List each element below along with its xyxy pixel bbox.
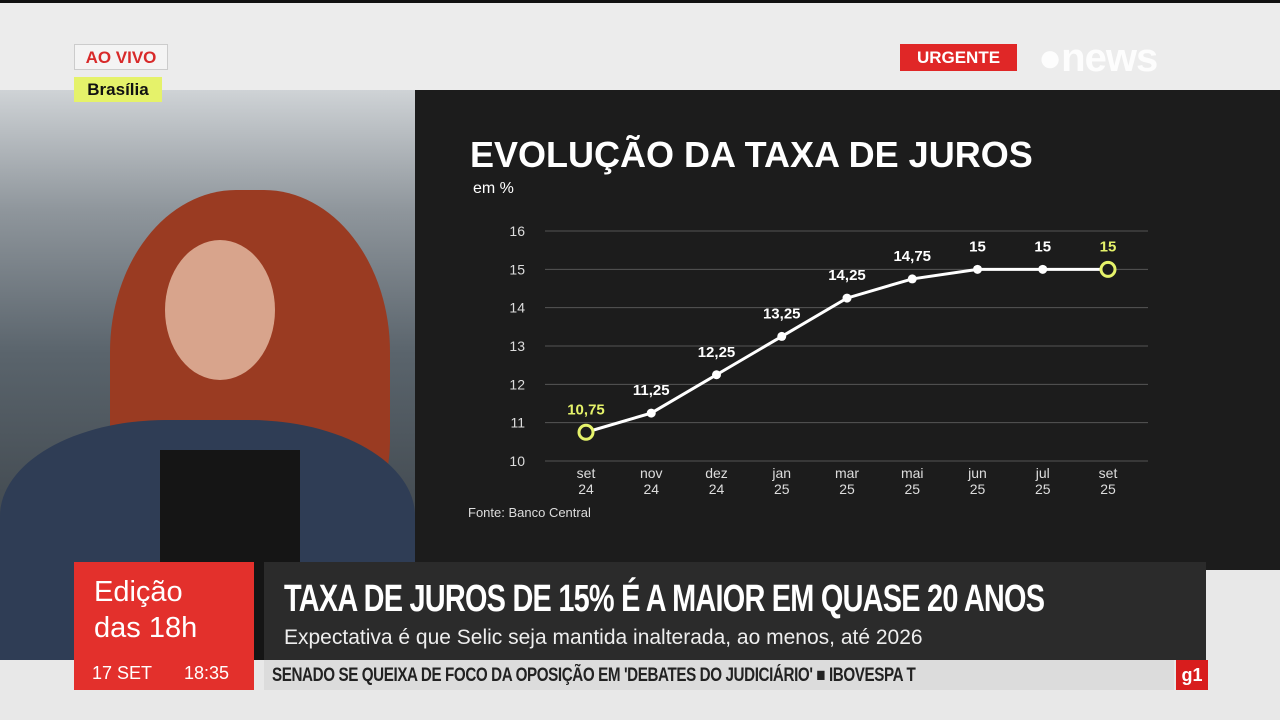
data-label: 14,25 (828, 267, 866, 284)
data-point-highlight (577, 423, 595, 441)
x-tick-label: nov 24 (640, 465, 663, 497)
data-point (777, 331, 787, 341)
top-edge (0, 0, 1280, 3)
data-label: 15 (969, 238, 986, 255)
data-label: 15 (1034, 238, 1051, 255)
data-point (646, 408, 656, 418)
y-tick-label: 12 (509, 376, 525, 392)
globonews-logo: ●news (1038, 36, 1158, 80)
data-point-highlight (1099, 260, 1117, 278)
date: 17 SET (92, 663, 153, 683)
top-bar (0, 0, 1280, 90)
data-label: 15 (1100, 238, 1117, 255)
subheadline: Expectativa é que Selic seja mantida ina… (284, 626, 923, 649)
y-tick-label: 16 (509, 223, 525, 239)
x-tick-label: set 24 (577, 465, 596, 497)
x-tick-label: jan 25 (771, 465, 791, 497)
edition-box: Edição das 18h 17 SET 18:35 (74, 562, 254, 690)
live-badge: AO VIVO (74, 44, 168, 70)
news-ticker: SENADO SE QUEIXA DE FOCO DA OPOSIÇÃO EM … (264, 660, 1174, 690)
data-point (973, 264, 982, 274)
time: 18:35 (184, 663, 230, 683)
edition-line2: das 18h (94, 612, 198, 644)
chart-panel (415, 90, 1280, 570)
data-point (1038, 264, 1048, 274)
data-point (842, 293, 852, 303)
x-tick-label: jul 25 (1035, 465, 1051, 497)
chart-y-label: em % (473, 180, 514, 197)
x-tick-label: jun 25 (967, 465, 987, 497)
y-tick-label: 13 (509, 338, 525, 354)
data-label: 10,75 (567, 401, 605, 418)
location-badge: Brasília (74, 77, 162, 102)
x-tick-label: mar 25 (835, 465, 859, 497)
headline-box: TAXA DE JUROS DE 15% É A MAIOR EM QUASE … (264, 562, 1206, 660)
y-tick-label: 14 (509, 300, 525, 316)
urgent-badge: URGENTE (900, 44, 1017, 71)
g1-logo: g1 (1176, 660, 1208, 690)
data-point (712, 370, 721, 380)
x-tick-label: dez 24 (705, 465, 728, 497)
y-tick-label: 10 (509, 453, 525, 469)
chart-title: EVOLUÇÃO DA TAXA DE JUROS (470, 134, 1033, 175)
data-label: 11,25 (633, 382, 670, 399)
y-tick-label: 15 (509, 261, 525, 277)
data-point (907, 274, 917, 284)
x-tick-label: set 25 (1099, 465, 1118, 497)
x-tick-label: mai 25 (901, 465, 924, 497)
data-label: 12,25 (698, 344, 736, 361)
ticker-text: SENADO SE QUEIXA DE FOCO DA OPOSIÇÃO EM … (272, 665, 916, 686)
data-label: 14,75 (893, 248, 931, 265)
chart-source: Fonte: Banco Central (468, 505, 591, 520)
y-tick-label: 11 (510, 415, 525, 431)
edition-line1: Edição (94, 576, 183, 608)
data-label: 13,25 (763, 305, 801, 322)
reporter-face (165, 240, 275, 380)
headline: TAXA DE JUROS DE 15% É A MAIOR EM QUASE … (284, 578, 1045, 620)
